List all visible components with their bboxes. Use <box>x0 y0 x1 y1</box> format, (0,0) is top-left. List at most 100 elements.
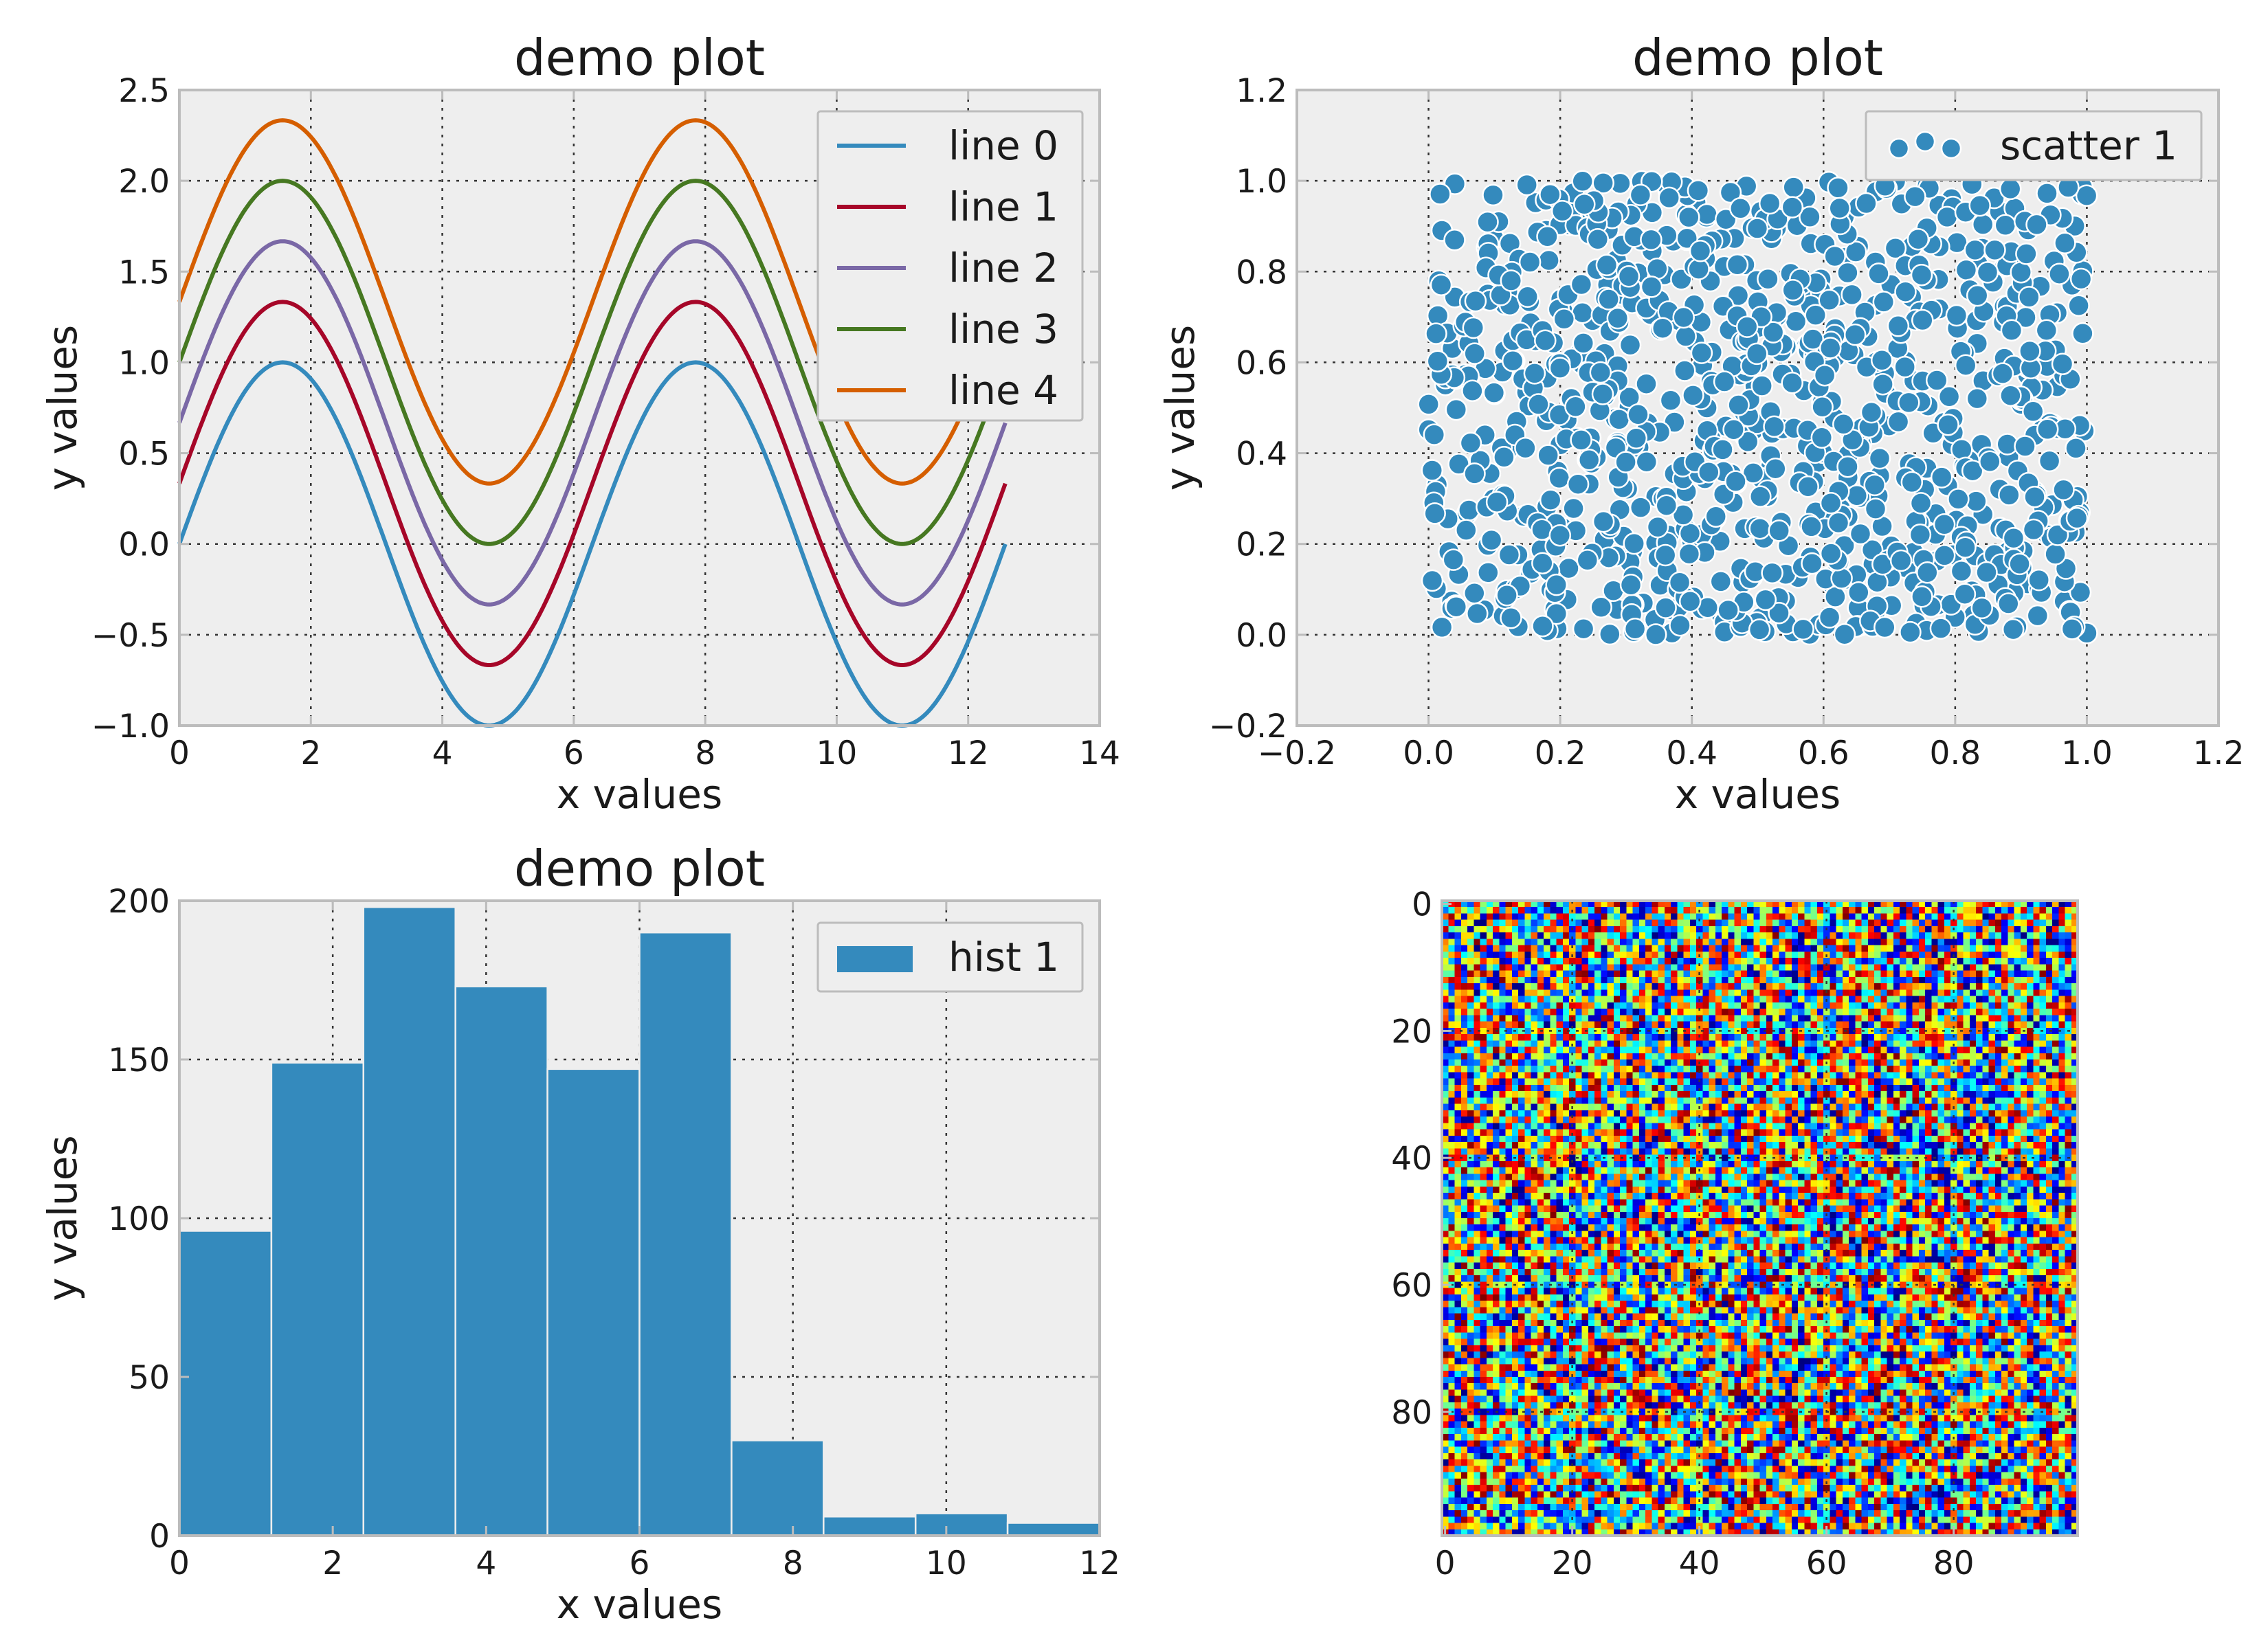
heatmap-cell <box>1900 958 1906 965</box>
heatmap-cell <box>1448 932 1456 940</box>
heatmap-cell <box>1658 1066 1665 1073</box>
heatmap-cell <box>1880 1046 1888 1054</box>
scatter-point <box>1423 502 1446 525</box>
heatmap-cell <box>1709 1078 1716 1086</box>
heatmap-cell <box>1562 958 1570 965</box>
heatmap-cell <box>1988 976 1996 984</box>
heatmap-cell <box>1632 932 1640 940</box>
heatmap-cell <box>1753 926 1761 933</box>
heatmap-cell <box>1728 919 1735 927</box>
heatmap-cell <box>1766 919 1773 927</box>
heatmap-cell <box>1842 996 1849 1003</box>
heatmap-cell <box>1664 976 1671 984</box>
heatmap-cell <box>1772 1072 1779 1079</box>
heatmap-cell <box>1486 983 1493 990</box>
heatmap-cell <box>2065 1129 2072 1136</box>
scatter-point <box>1518 251 1542 273</box>
heatmap-cell <box>1626 1135 1634 1143</box>
heatmap-cell <box>1575 913 1583 921</box>
heatmap-cell <box>1893 1009 1900 1016</box>
heatmap-cell <box>1601 1129 1608 1136</box>
heatmap-cell <box>1728 1117 1735 1123</box>
heatmap-cell <box>1645 1091 1652 1099</box>
heatmap-cell <box>1671 1135 1678 1143</box>
x-tick-label: 10 <box>816 734 858 772</box>
heatmap-cell <box>1969 1072 1977 1079</box>
heatmap-cell <box>1874 1084 1881 1092</box>
heatmap-cell <box>1944 996 1951 1003</box>
heatmap-cell <box>1524 1034 1532 1041</box>
heatmap-cell <box>1810 1097 1818 1105</box>
heatmap-cell <box>1683 1053 1691 1060</box>
heatmap-cell <box>1689 913 1697 921</box>
scatter-point <box>1950 560 1973 583</box>
heatmap-cell <box>1728 1091 1735 1099</box>
heatmap-cell <box>1918 913 1926 921</box>
heatmap-cell <box>1575 1021 1583 1029</box>
heatmap-cell <box>1855 996 1863 1003</box>
heatmap-cell <box>1677 1129 1685 1136</box>
heatmap-cell <box>1480 1040 1487 1048</box>
heatmap-cell <box>1861 913 1869 921</box>
heatmap-cell <box>1638 970 1646 978</box>
heatmap-cell <box>1613 1053 1621 1060</box>
heatmap-cell <box>1709 1002 1716 1009</box>
heatmap-cell <box>1849 1009 1856 1016</box>
heatmap-cell <box>2027 964 2034 972</box>
heatmap-cell <box>1594 1097 1601 1105</box>
heatmap-cell <box>1550 1103 1557 1111</box>
heatmap-cell <box>1594 1103 1601 1111</box>
heatmap-cell <box>1588 1015 1595 1022</box>
heatmap-cell <box>1524 1027 1532 1035</box>
heatmap-cell <box>1480 1078 1487 1086</box>
heatmap-cell <box>1759 932 1767 940</box>
heatmap-cell <box>1740 1072 1748 1079</box>
heatmap-cell <box>2008 945 2015 952</box>
heatmap-cell <box>1931 958 1939 965</box>
heatmap-cell <box>1620 958 1627 965</box>
heatmap-cell <box>1493 1135 1500 1143</box>
heatmap-cell <box>1918 926 1926 933</box>
heatmap-cell <box>2065 989 2072 997</box>
heatmap-cell <box>1944 989 1951 997</box>
heatmap-cell <box>1581 1091 1589 1099</box>
heatmap-cell <box>1689 1117 1697 1123</box>
heatmap-cell <box>1791 1021 1799 1029</box>
heatmap-cell <box>1537 919 1544 927</box>
heatmap-cell <box>1944 1084 1951 1092</box>
heatmap-cell <box>1709 1097 1716 1105</box>
heatmap-cell <box>1900 1059 1906 1066</box>
heatmap-cell <box>1944 1129 1951 1136</box>
heatmap-cell <box>1531 926 1538 933</box>
heatmap-cell <box>1900 907 1906 915</box>
heatmap-cell <box>1874 970 1881 978</box>
heatmap-cell <box>1531 932 1538 940</box>
heatmap-cell <box>1734 926 1742 933</box>
heatmap-cell <box>1880 1097 1888 1105</box>
heatmap-cell <box>1677 1117 1685 1123</box>
heatmap-cell <box>1531 1034 1538 1041</box>
heatmap-cell <box>1798 1053 1805 1060</box>
heatmap-cell <box>1588 958 1595 965</box>
scatter-point <box>1572 332 1595 355</box>
heatmap-cell <box>1505 1015 1513 1022</box>
heatmap-cell <box>1658 1123 1665 1130</box>
heatmap-cell <box>1804 1117 1812 1123</box>
heatmap-cell <box>1918 1103 1926 1111</box>
scatter-point <box>1599 622 1621 646</box>
heatmap-cell <box>1531 913 1538 921</box>
heatmap-cell <box>1753 1110 1761 1117</box>
heatmap-cell <box>1683 1015 1691 1022</box>
heatmap-cell <box>1594 1053 1601 1060</box>
heatmap-cell <box>1759 926 1767 933</box>
heatmap-cell <box>1544 1009 1550 1016</box>
heatmap-cell <box>1906 976 1913 984</box>
heatmap-cell <box>1982 1046 1990 1054</box>
heatmap-cell <box>1544 1059 1550 1066</box>
heatmap-cell <box>1944 1066 1951 1073</box>
heatmap-cell <box>1626 1015 1634 1022</box>
heatmap-cell <box>1849 907 1856 915</box>
heatmap-cell <box>1652 907 1659 915</box>
y-tick-label: 0.5 <box>118 436 170 473</box>
